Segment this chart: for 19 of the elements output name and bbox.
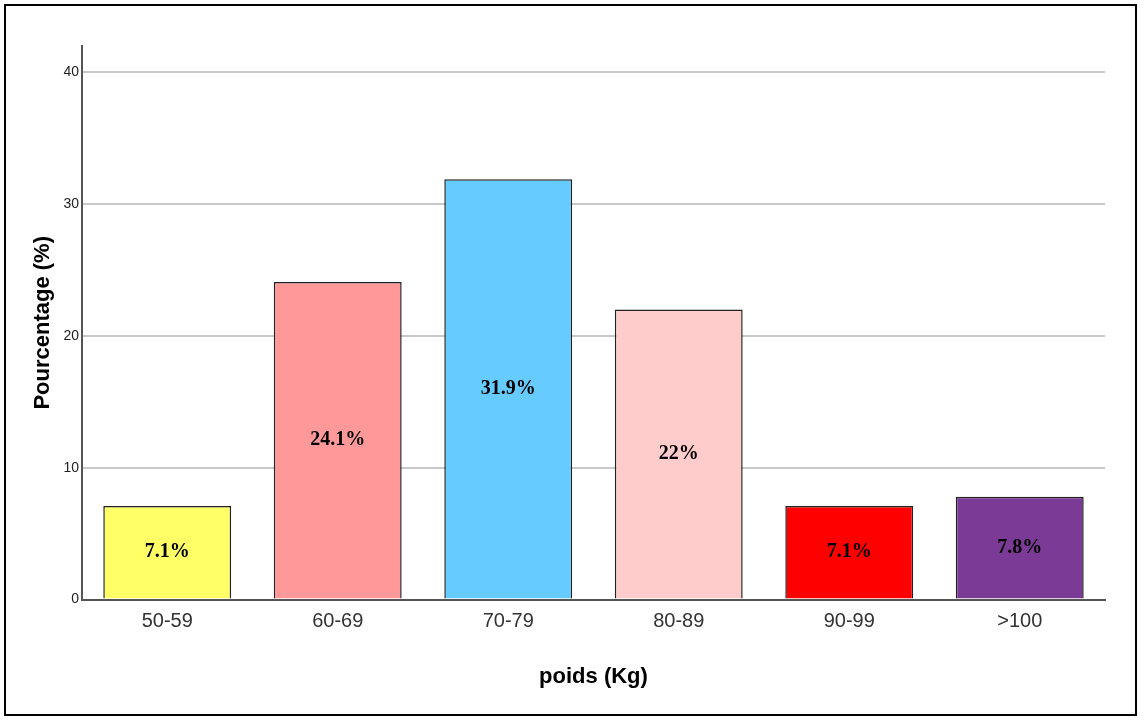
x-tick-label: 50-59 (141, 609, 193, 632)
y-tick-label: 40 (63, 63, 80, 80)
data-label: 22% (658, 441, 699, 464)
data-label: 24.1% (310, 427, 366, 450)
y-tick-label: 30 (63, 195, 80, 212)
y-axis-title: Pourcentage (%) (29, 236, 55, 410)
data-label: 7.1% (826, 539, 872, 562)
x-tick-label: 70-79 (482, 609, 534, 632)
y-tick-label: 20 (63, 326, 80, 343)
x-tick-label: >100 (997, 609, 1043, 632)
x-axis-title: poids (Kg) (539, 662, 648, 688)
data-label: 7.1% (144, 539, 190, 562)
y-tick-label: 0 (71, 590, 80, 607)
data-label: 7.8% (997, 534, 1043, 557)
x-tick-label: 80-89 (653, 609, 705, 632)
y-tick-label: 10 (63, 458, 80, 475)
x-tick-label: 60-69 (312, 609, 364, 632)
data-label: 31.9% (480, 376, 536, 399)
x-tick-label: 90-99 (823, 609, 875, 632)
